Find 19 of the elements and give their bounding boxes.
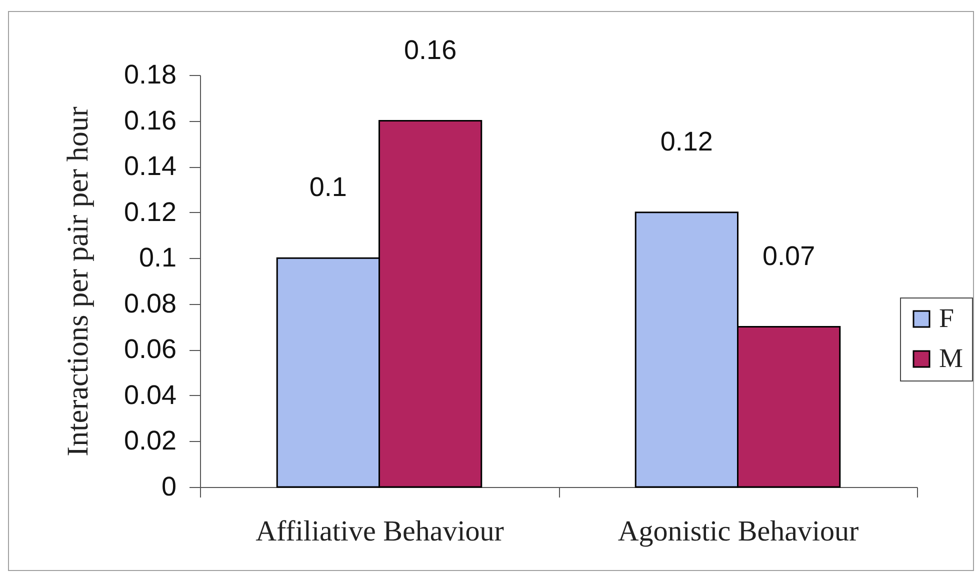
y-tick-label: 0.06: [124, 334, 176, 364]
y-tick-label: 0.14: [124, 151, 176, 182]
y-tick-label: 0.18: [124, 60, 176, 90]
legend-label: M: [939, 342, 964, 373]
x-tick-label: Affiliative Behaviour: [256, 516, 504, 548]
data-label: 0.16: [404, 34, 457, 65]
y-axis-title: Interactions per pair per hour: [62, 106, 94, 456]
legend-label: F: [939, 302, 954, 333]
x-tick-label: Agonistic Behaviour: [618, 516, 859, 548]
y-tick-label: 0.02: [124, 426, 176, 456]
y-tick-label: 0.16: [124, 105, 176, 136]
y-tick-label: 0.12: [124, 196, 176, 227]
data-label: 0.1: [309, 172, 347, 202]
y-tick-label: 0.08: [124, 288, 176, 318]
y-tick-label: 0.04: [124, 380, 176, 410]
data-label: 0.12: [660, 126, 713, 156]
data-label: 0.07: [762, 240, 816, 271]
y-tick-label: 0: [161, 472, 176, 502]
y-tick-label: 0.1: [138, 242, 176, 273]
